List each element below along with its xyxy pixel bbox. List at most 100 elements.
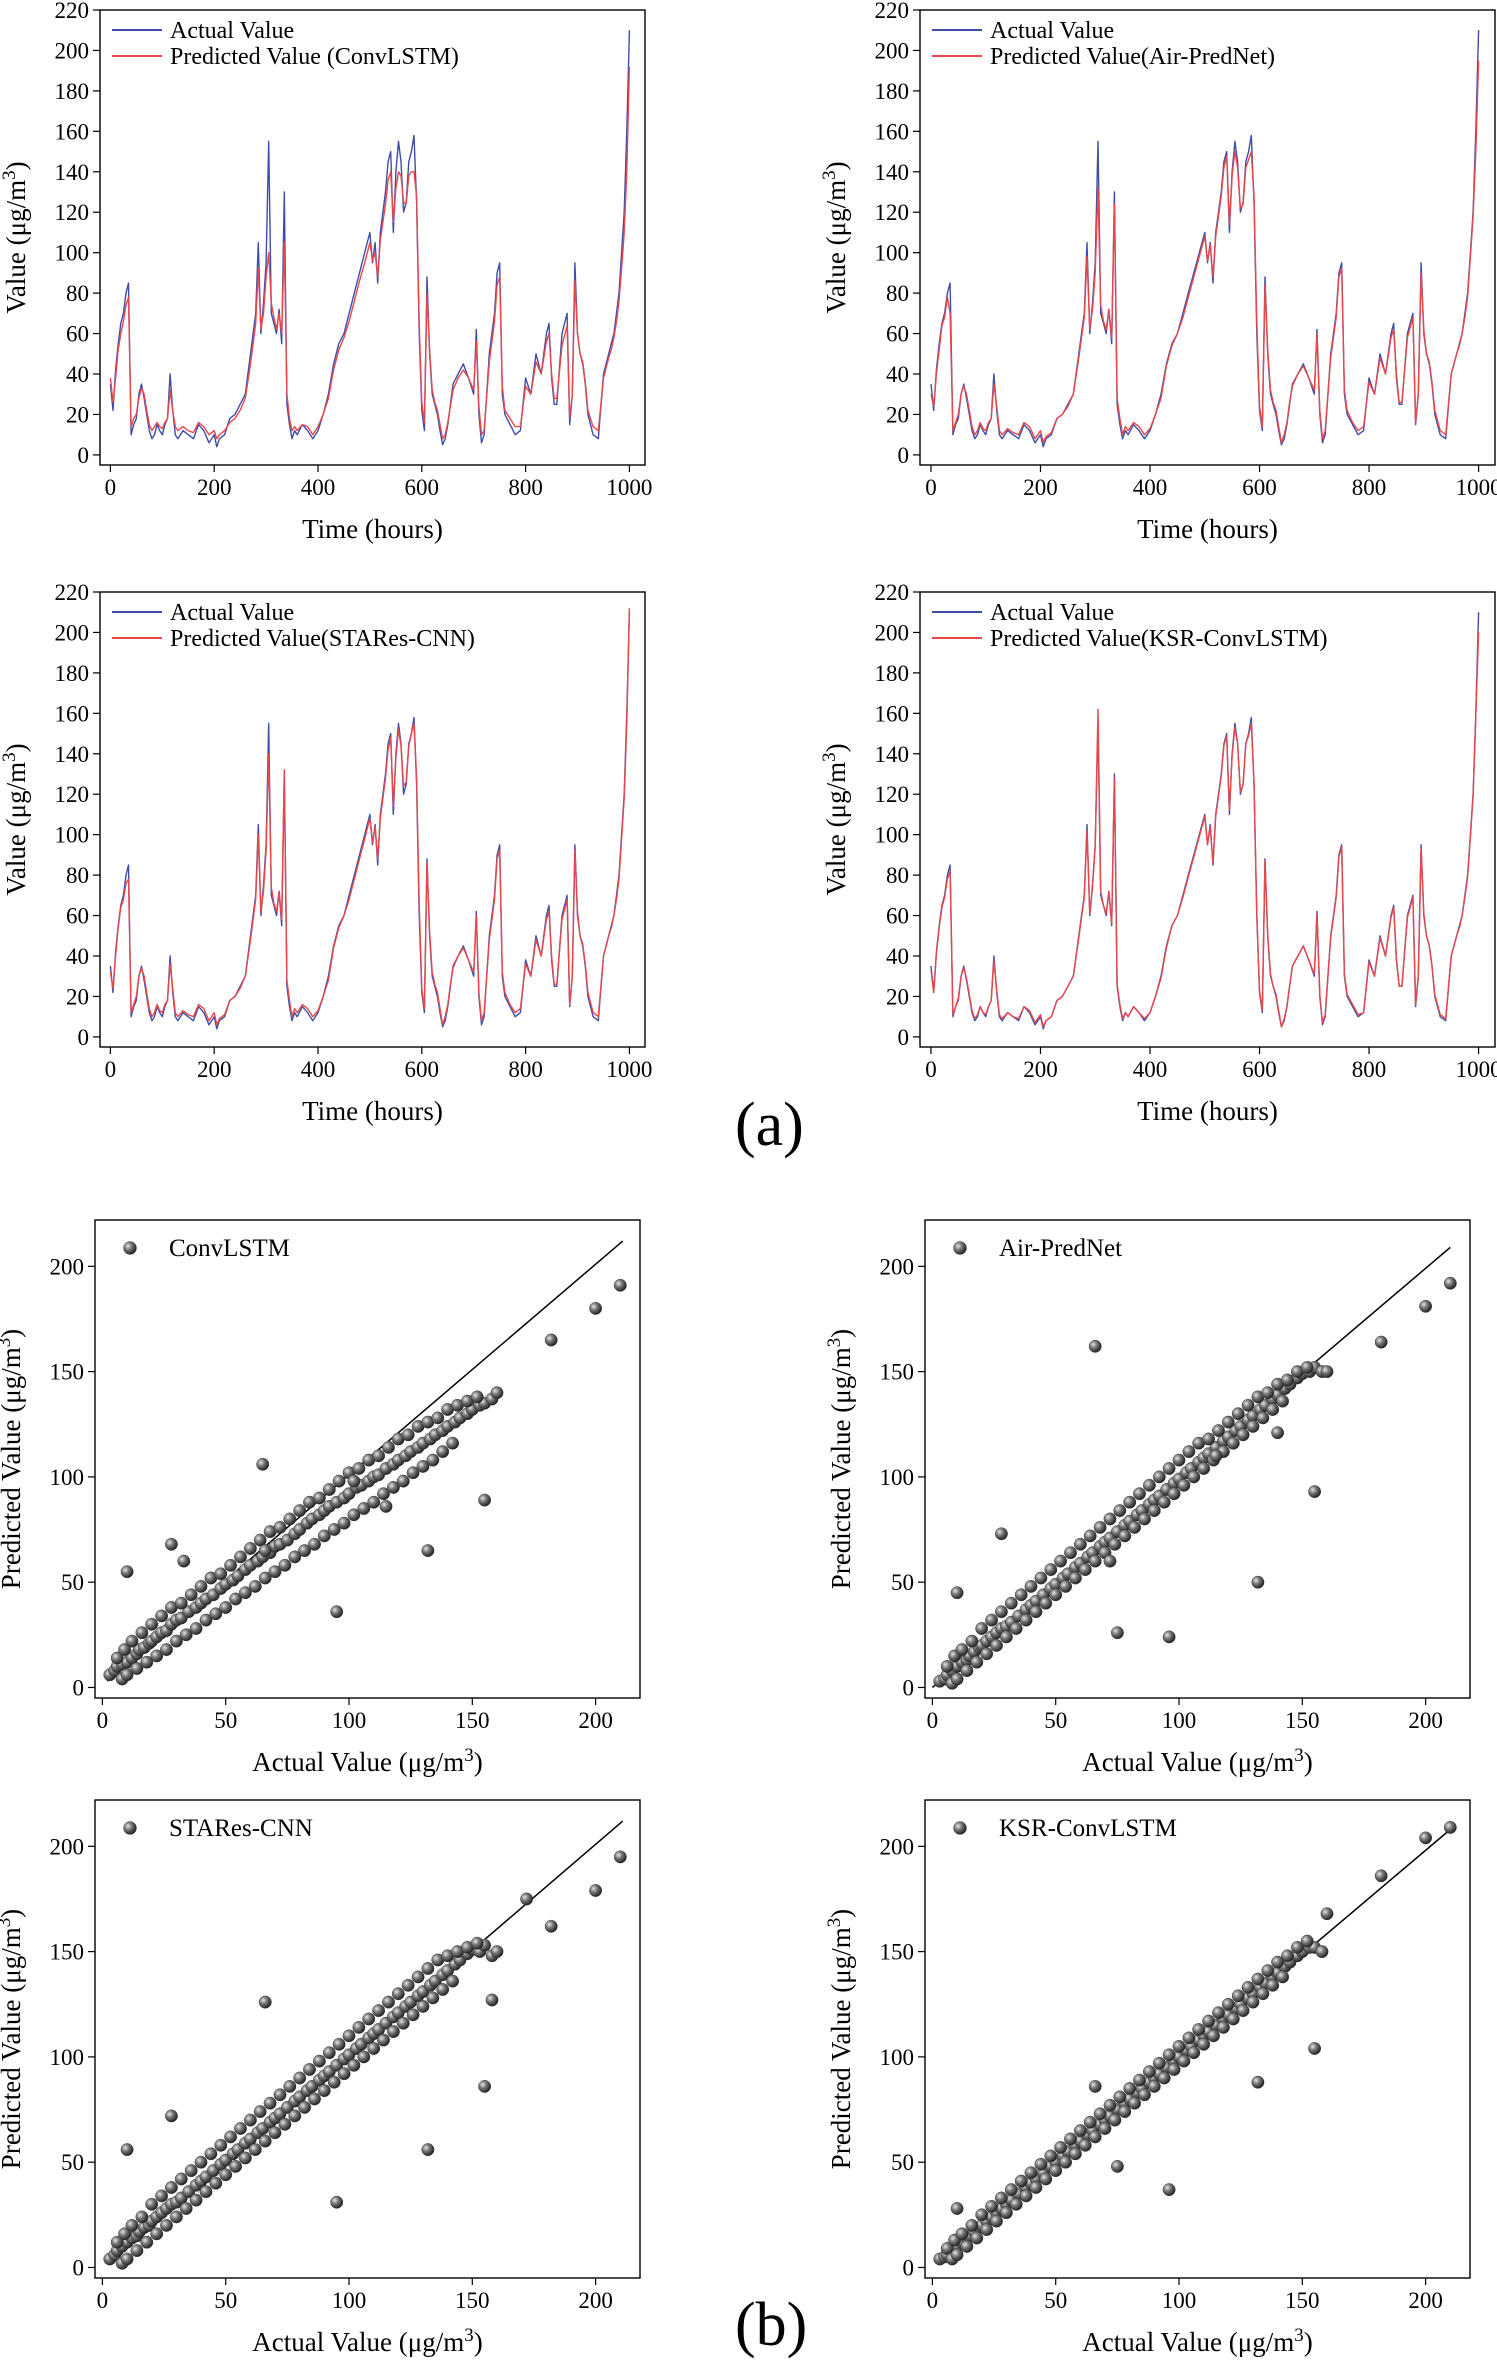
scatter-point <box>1025 2167 1037 2179</box>
scatter-point <box>1153 2057 1165 2069</box>
scatter-point <box>966 1635 978 1647</box>
scatter-point <box>1069 2148 1081 2160</box>
scatter-point <box>956 1643 968 1655</box>
scatter-point <box>160 1643 172 1655</box>
scatter-point <box>1064 2133 1076 2145</box>
y-tick-label: 20 <box>66 402 89 427</box>
legend-label: Actual Value <box>170 600 294 626</box>
scatter-point <box>417 2000 429 2012</box>
scatter-point <box>126 2219 138 2231</box>
y-tick-label: 60 <box>886 904 909 929</box>
scatter-point <box>1232 1408 1244 1420</box>
scatter-point <box>279 2118 291 2130</box>
y-tick-label: 20 <box>886 984 909 1009</box>
legend-marker <box>954 1822 967 1835</box>
scatter-point <box>1153 1471 1165 1483</box>
y-tick-label: 80 <box>66 863 89 888</box>
scatter-point <box>1267 1403 1279 1415</box>
scatter-point <box>491 1945 503 1957</box>
y-tick-label: 220 <box>875 580 910 605</box>
scatter-point <box>210 2177 222 2189</box>
y-tick-label: 0 <box>73 2255 85 2280</box>
scatter-point <box>1040 1597 1052 1609</box>
x-axis-label: Time (hours) <box>302 514 443 544</box>
scatter-point <box>1089 1555 1101 1567</box>
scatter-point <box>254 2105 266 2117</box>
y-tick-label: 0 <box>73 1675 85 1700</box>
x-tick-label: 0 <box>927 1708 939 1733</box>
x-tick-label: 1000 <box>1456 1057 1497 1082</box>
scatter-point <box>323 1483 335 1495</box>
x-tick-label: 0 <box>925 1057 937 1082</box>
scatter-point <box>368 1496 380 1508</box>
scatter-point <box>185 1589 197 1601</box>
scatter-point <box>1109 1538 1121 1550</box>
scatter-point <box>422 1544 434 1556</box>
x-tick-label: 200 <box>1408 1708 1443 1733</box>
scatter-point <box>215 1568 227 1580</box>
scatter-point <box>1163 1462 1175 1474</box>
scatter-point <box>981 2223 993 2235</box>
scatter-point <box>358 2051 370 2063</box>
scatter-point <box>1010 2198 1022 2210</box>
y-tick-label: 40 <box>886 944 909 969</box>
y-axis-label: Predicted Value (μg/m3) <box>0 1909 26 2169</box>
scatter-point <box>1074 1538 1086 1550</box>
scatter-point <box>437 1983 449 1995</box>
scatter-point <box>353 2021 365 2033</box>
y-tick-label: 140 <box>875 160 910 185</box>
scatter-point <box>249 1580 261 1592</box>
x-tick-label: 100 <box>332 2288 367 2313</box>
y-tick-label: 180 <box>55 661 90 686</box>
scatter-point <box>155 1610 167 1622</box>
y-tick-label: 160 <box>55 119 90 144</box>
x-tick-label: 200 <box>578 1708 613 1733</box>
scatter-point <box>333 2038 345 2050</box>
scatter-point <box>1419 1832 1431 1844</box>
scatter-point <box>1188 2047 1200 2059</box>
x-tick-label: 200 <box>197 1057 232 1082</box>
scatter-point <box>372 2004 384 2016</box>
y-tick-label: 50 <box>891 1570 914 1595</box>
scatter-point <box>1198 2038 1210 2050</box>
y-tick-label: 100 <box>875 241 910 266</box>
scatter-point <box>220 2169 232 2181</box>
scatter-point <box>1059 2156 1071 2168</box>
scatter-point <box>165 1538 177 1550</box>
scatter-point <box>1202 1433 1214 1445</box>
x-tick-label: 200 <box>578 2288 613 2313</box>
scatter-point <box>1202 2015 1214 2027</box>
y-tick-label: 220 <box>55 0 90 23</box>
scatter-point <box>323 2047 335 2059</box>
scatter-point <box>1168 1488 1180 1500</box>
x-tick-label: 50 <box>214 2288 237 2313</box>
scatter-point <box>1271 1427 1283 1439</box>
scatter-point <box>1128 1521 1140 1533</box>
scatter-point <box>407 2009 419 2021</box>
scatter-point <box>471 1391 483 1403</box>
x-tick-label: 200 <box>1023 1057 1058 1082</box>
scatter-point <box>160 2219 172 2231</box>
scatter-point <box>491 1387 503 1399</box>
scatter-point <box>990 2215 1002 2227</box>
scatter-point <box>1252 1973 1264 1985</box>
y-tick-label: 100 <box>55 823 90 848</box>
y-tick-label: 60 <box>66 904 89 929</box>
scatter-point <box>1045 2150 1057 2162</box>
legend-label: ConvLSTM <box>169 1235 290 1262</box>
y-tick-label: 20 <box>886 402 909 427</box>
x-tick-label: 150 <box>455 1708 490 1733</box>
y-tick-label: 200 <box>880 1254 915 1279</box>
scatter-point <box>1094 2108 1106 2120</box>
scatter-point <box>1281 1374 1293 1386</box>
scatter-point <box>1064 1547 1076 1559</box>
scatter-point <box>422 2143 434 2155</box>
scatter-point <box>478 2080 490 2092</box>
x-tick-label: 800 <box>508 475 543 500</box>
scatter-point <box>1321 1908 1333 1920</box>
scatter-point <box>165 2110 177 2122</box>
scatter-point <box>1133 1488 1145 1500</box>
